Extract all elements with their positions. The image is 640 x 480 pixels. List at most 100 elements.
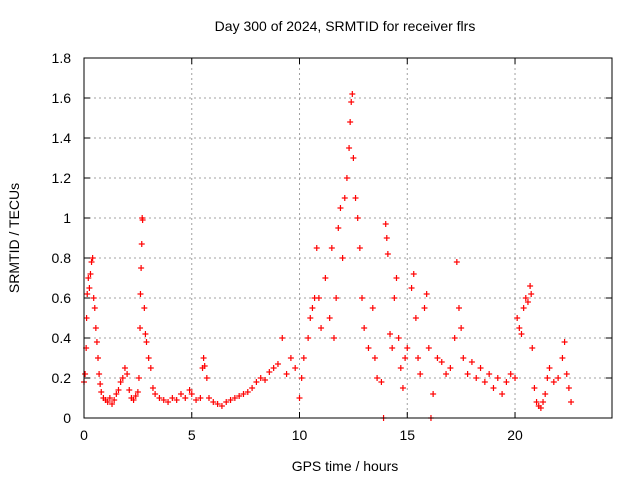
y-tick-labels: 0 0.2 0.4 0.6 0.8 1 1.2 1.4 1.6 1.8 <box>52 50 72 426</box>
data-point <box>352 195 359 201</box>
data-point <box>544 375 551 381</box>
data-point <box>132 393 139 399</box>
data-point <box>343 175 350 181</box>
data-point <box>117 379 124 385</box>
data-point <box>460 355 467 361</box>
data-point <box>481 379 488 385</box>
data-point <box>141 305 148 311</box>
data-point <box>130 397 137 403</box>
data-point <box>84 291 91 297</box>
data-point <box>109 401 116 407</box>
plot-frame <box>83 57 613 419</box>
data-point <box>529 345 536 351</box>
data-point <box>274 361 281 367</box>
data-point <box>88 259 95 265</box>
data-point <box>307 315 314 321</box>
data-point <box>528 291 535 297</box>
data-point <box>354 215 361 221</box>
data-point <box>524 299 531 305</box>
data-point <box>85 275 92 281</box>
data-point <box>205 395 212 401</box>
x-tick-label: 10 <box>292 427 308 443</box>
data-point <box>330 335 337 341</box>
data-point <box>518 331 525 337</box>
data-point <box>365 345 372 351</box>
y-tick-label: 0 <box>63 410 71 426</box>
data-point <box>92 325 99 331</box>
data-point <box>298 375 305 381</box>
data-point <box>458 325 465 331</box>
data-point <box>533 399 540 405</box>
data-point <box>113 391 120 397</box>
data-point <box>349 91 356 97</box>
data-point <box>507 371 514 377</box>
data-point <box>126 387 133 393</box>
data-point <box>499 391 506 397</box>
data-point <box>300 355 307 361</box>
data-point <box>147 365 154 371</box>
data-point <box>111 397 118 403</box>
y-tick-label: 0.8 <box>52 250 72 266</box>
data-point <box>537 405 544 411</box>
x-tick-label: 20 <box>507 427 523 443</box>
data-point <box>90 295 97 301</box>
data-point <box>389 345 396 351</box>
data-point <box>477 365 484 371</box>
y-tick-label: 1.6 <box>52 90 72 106</box>
data-point <box>568 399 575 405</box>
data-point <box>404 345 411 351</box>
data-point <box>210 399 217 405</box>
data-point <box>443 371 450 377</box>
data-point <box>522 295 529 301</box>
data-point <box>96 371 103 377</box>
data-point <box>160 397 167 403</box>
data-point <box>115 387 122 393</box>
data-point <box>527 283 534 289</box>
data-point <box>374 375 381 381</box>
data-point <box>149 385 156 391</box>
data-point <box>139 217 146 223</box>
data-point <box>98 389 105 395</box>
y-tick-label: 0.2 <box>52 370 72 386</box>
data-point <box>387 331 394 337</box>
data-point <box>350 155 357 161</box>
data-points <box>81 91 575 421</box>
data-point <box>87 271 94 277</box>
x-tick-label: 0 <box>80 427 88 443</box>
data-point <box>197 395 204 401</box>
data-point <box>82 371 89 377</box>
data-point <box>121 365 128 371</box>
data-point <box>451 335 458 341</box>
data-point <box>339 255 346 261</box>
data-point <box>384 251 391 257</box>
data-point <box>371 355 378 361</box>
chart-title: Day 300 of 2024, SRMTID for receiver flr… <box>215 18 476 34</box>
data-point <box>415 355 422 361</box>
data-point <box>447 365 454 371</box>
data-point <box>402 355 409 361</box>
data-point <box>383 235 390 241</box>
data-point <box>550 379 557 385</box>
data-point <box>438 359 445 365</box>
data-point <box>346 145 353 151</box>
data-point <box>520 305 527 311</box>
data-point <box>119 375 126 381</box>
data-point <box>165 399 172 405</box>
data-point <box>231 395 238 401</box>
data-point <box>173 397 180 403</box>
data-point <box>266 369 273 375</box>
data-point <box>186 387 193 393</box>
data-point <box>328 245 335 251</box>
data-point <box>292 365 299 371</box>
data-point <box>546 365 553 371</box>
data-point <box>563 371 570 377</box>
data-point <box>468 359 475 365</box>
data-point <box>393 275 400 281</box>
data-point <box>315 295 322 301</box>
data-point <box>244 389 251 395</box>
data-point <box>143 339 150 345</box>
data-point <box>397 365 404 371</box>
data-point <box>296 395 303 401</box>
data-point <box>408 285 415 291</box>
